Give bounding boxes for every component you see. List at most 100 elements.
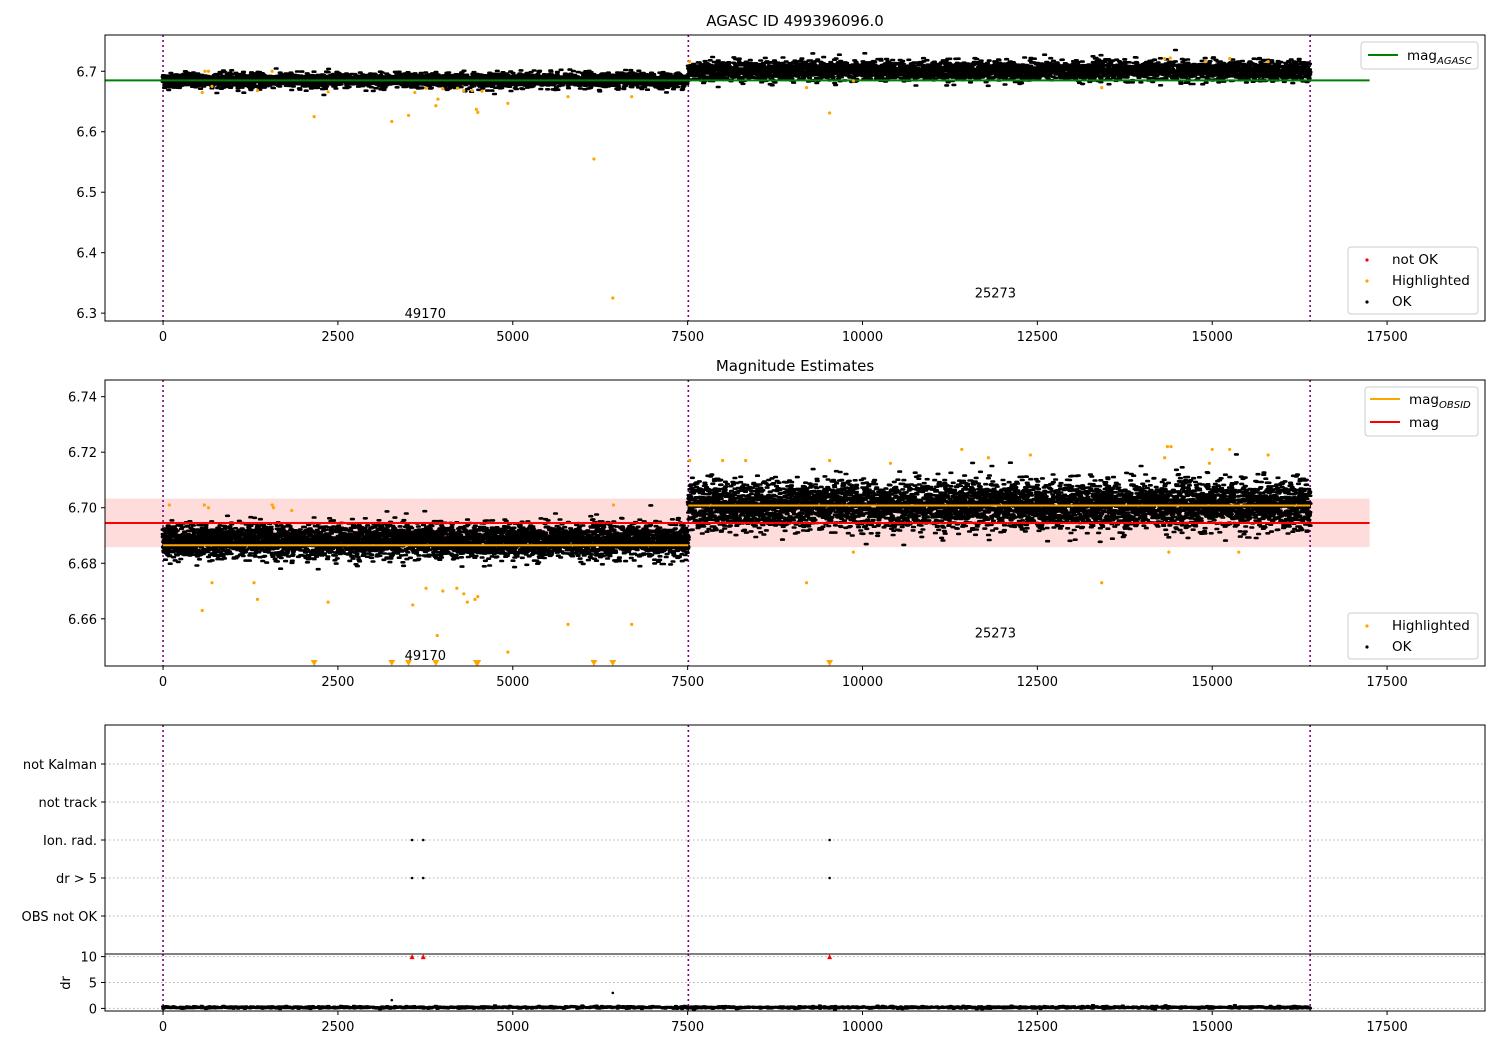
panel-dr: 0 2500 5000 7500 10000 12500 15000 17500 0 5 10 dr [59, 951, 1486, 1035]
x-tick-label: 7500 [671, 1020, 704, 1035]
x-tick-label: 17500 [1366, 675, 1407, 690]
highlighted-point [744, 458, 748, 463]
highlighted-point [473, 597, 477, 601]
highlighted-point [206, 506, 211, 510]
flag-point [421, 838, 425, 842]
plot-area-flags [105, 725, 1485, 954]
plot-area-agasc [105, 35, 1370, 321]
highlighted-point [804, 581, 809, 585]
x-tick-label: 12500 [1017, 330, 1058, 345]
highlighted-point [1169, 445, 1173, 449]
highlighted-point [611, 503, 616, 507]
highlighted-point [270, 69, 274, 73]
y-tick-label: 6.72 [68, 446, 97, 461]
legend-label: Highlighted [1392, 273, 1470, 289]
axes-frame-estimates [104, 379, 1486, 667]
observation-label: 25273 [975, 287, 1016, 302]
legend-agasc-top: magAGASC [1360, 41, 1479, 70]
flag-point [828, 838, 831, 842]
highlighted-point [476, 594, 480, 599]
plot-area-dr [105, 954, 1485, 1011]
x-tick-label: 15000 [1192, 1020, 1233, 1035]
legend-swatch-highlighted [1365, 279, 1369, 283]
panel-agasc: AGASC ID 499396096.0 0 2500 5000 7500 10000 1… [76, 12, 1486, 345]
legend-swatch-not-ok [1365, 258, 1369, 262]
highlighted-point [434, 104, 438, 108]
panel-estimates: Magnitude Estimates 0 2500 5000 7500 10000 12… [68, 357, 1486, 690]
y-tick-label: 10 [80, 951, 97, 966]
legend-swatch-ok [1365, 645, 1369, 649]
y-tick-label: 6.4 [76, 247, 97, 262]
highlighted-point [1028, 453, 1032, 457]
x-tick-label: 2500 [321, 1020, 354, 1035]
x-tick-label: 0 [159, 675, 167, 690]
x-tick-label: 2500 [321, 675, 354, 690]
y-tick-label: 0 [89, 1002, 97, 1017]
clipped-marker [310, 660, 318, 666]
highlighted-point [1266, 60, 1270, 64]
highlighted-point [1237, 550, 1241, 554]
highlighted-point [851, 79, 856, 83]
highlighted-point [480, 89, 484, 93]
dr-clipped-marker [827, 954, 833, 960]
highlighted-point [1266, 453, 1270, 457]
flag-point [410, 838, 414, 842]
highlighted-point [1163, 456, 1167, 460]
highlighted-point [1203, 60, 1207, 64]
dr-point [390, 998, 394, 1002]
legend-label-subscript: AGASC [1436, 56, 1472, 67]
highlighted-point [804, 86, 809, 90]
highlighted-point [465, 600, 469, 604]
highlighted-point [255, 89, 260, 93]
x-tick-label: 5000 [496, 1020, 529, 1035]
legend-label: mag [1409, 392, 1439, 408]
category-label: Ion. rad. [43, 834, 97, 849]
clipped-marker [432, 660, 440, 666]
ok-points [685, 48, 1313, 89]
observation-label: 49170 [405, 649, 446, 664]
highlighted-point [851, 550, 856, 554]
chart-title: AGASC ID 499396096.0 [706, 12, 884, 30]
x-tick-label: 12500 [1017, 675, 1058, 690]
highlighted-point [470, 89, 474, 93]
highlighted-point [828, 458, 832, 463]
x-tick-label: 7500 [671, 675, 704, 690]
y-tick-label: 6.6 [76, 126, 97, 141]
ok-points [160, 1004, 1313, 1011]
highlighted-point [326, 600, 330, 604]
category-label: not track [38, 796, 97, 811]
highlighted-point [506, 101, 510, 105]
dr-clipped-marker [420, 954, 426, 960]
y-tick-label: 6.66 [68, 613, 97, 628]
highlighted-point [506, 650, 510, 654]
highlighted-point [210, 581, 214, 585]
highlighted-point [390, 119, 394, 124]
observation-label: 25273 [975, 627, 1016, 642]
highlighted-point [255, 597, 260, 601]
clipped-marker [826, 660, 834, 666]
y-tick-label: 6.68 [68, 557, 97, 572]
legend-label: OK [1392, 639, 1413, 655]
highlighted-point [210, 84, 214, 88]
x-tick-label: 10000 [842, 1020, 883, 1035]
ok-points [160, 67, 691, 97]
highlighted-point [413, 90, 417, 95]
highlighted-point [270, 503, 274, 507]
highlighted-point [312, 115, 316, 119]
clipped-marker [388, 660, 396, 666]
highlighted-point [592, 157, 596, 161]
x-tick-label: 15000 [1192, 675, 1233, 690]
highlighted-point [1163, 56, 1167, 61]
highlighted-point [271, 506, 276, 510]
legend-label: Highlighted [1392, 618, 1470, 634]
clipped-marker [474, 660, 482, 666]
highlighted-point [203, 69, 207, 73]
highlighted-point [252, 581, 256, 585]
y-tick-label: 5 [89, 977, 97, 992]
highlighted-point [1100, 581, 1104, 585]
plot-area-estimates [105, 380, 1370, 666]
clipped-marker [405, 660, 413, 666]
highlighted-point [828, 111, 832, 115]
x-tick-label: 12500 [1017, 1020, 1058, 1035]
